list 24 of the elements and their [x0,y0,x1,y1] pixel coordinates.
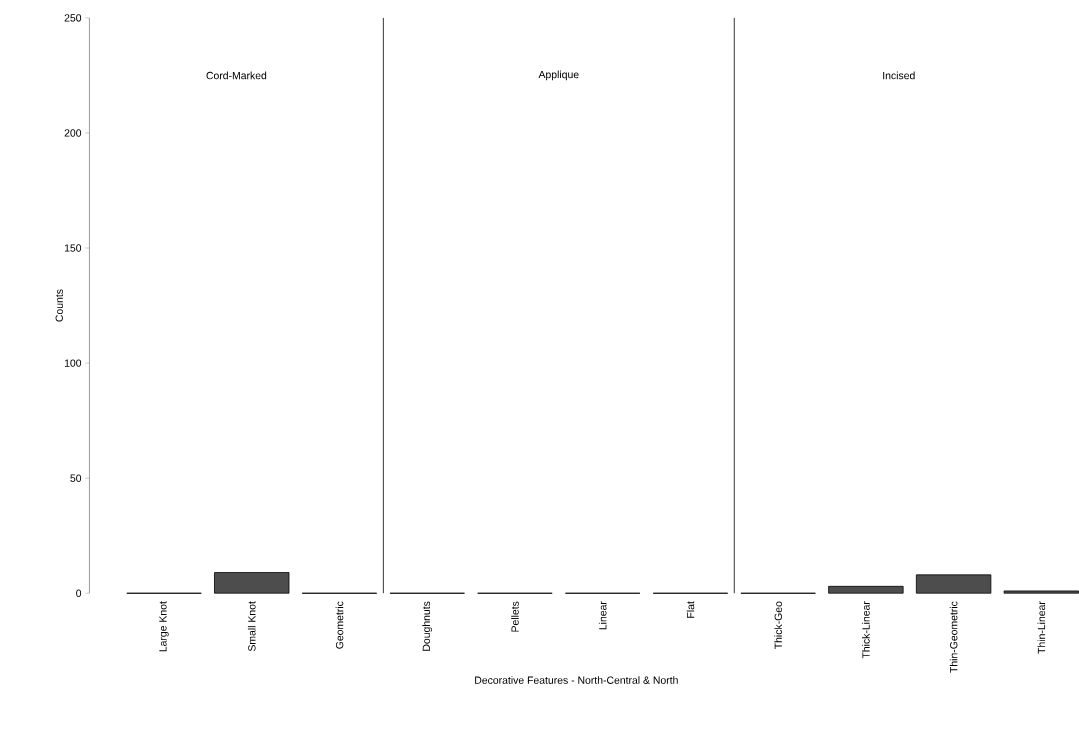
y-tick-label: 100 [64,359,82,367]
x-tick-label: Small Knot [247,601,256,651]
x-tick-label: Geometric [335,601,344,649]
y-axis-title: Counts [55,289,63,322]
x-tick-label: Thin-Geometric [949,601,958,673]
x-tick-label: Flat [686,601,695,618]
y-tick-label: 0 [76,589,82,597]
x-tick-label: Thick-Linear [862,601,870,659]
x-tick-label: Large Knot [159,601,169,652]
y-tick-label: 50 [70,474,82,482]
x-tick-label: Thin-Linear [1037,601,1046,654]
annotation: Applique [538,70,579,81]
bar [214,572,290,594]
annotation: Incised [883,71,915,80]
y-tick-label: 150 [64,244,82,252]
x-tick-label: Pellets [511,601,519,632]
x-axis-title: Decorative Features - North-Central & North [475,676,678,684]
bar [916,574,991,594]
x-tick-label: Thick-Geo [774,601,782,649]
y-tick-label: 250 [64,14,82,22]
x-tick-label: Doughnuts [422,601,433,651]
y-tick-label: 200 [64,129,82,137]
annotation: Cord-Marked [206,71,267,80]
x-tick-label: Linear [598,601,607,630]
